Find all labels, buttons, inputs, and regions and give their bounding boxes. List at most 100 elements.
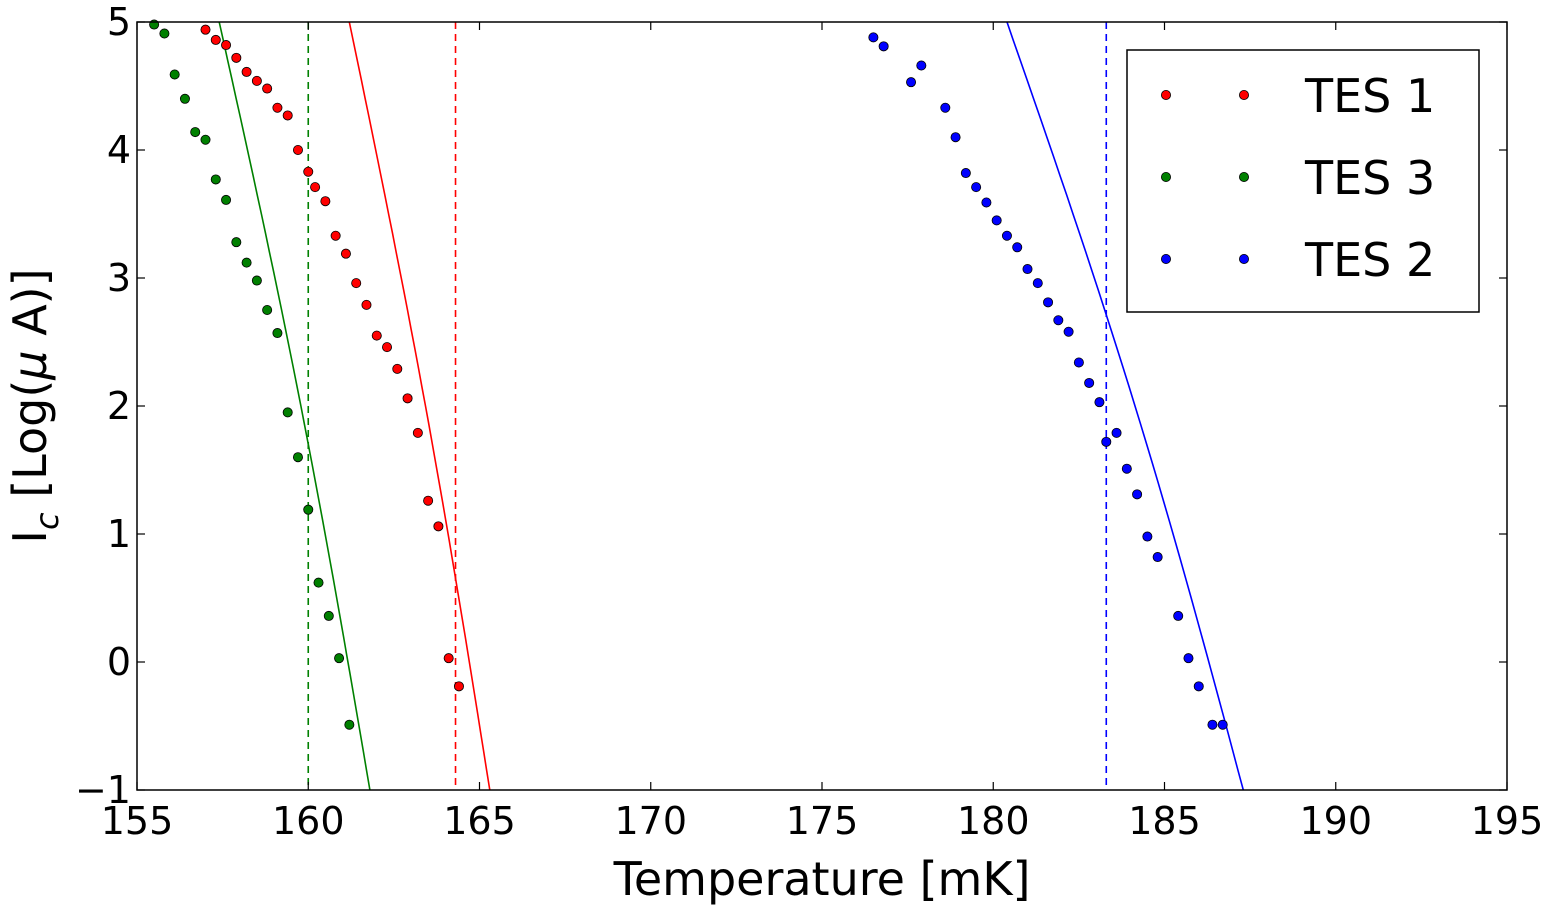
x-tick-label-170: 170 [614, 799, 687, 843]
y-tick-label-4: 4 [107, 128, 131, 172]
point-tes-3-4 [190, 127, 201, 138]
point-tes-2-2 [906, 77, 917, 88]
point-tes-2-9 [991, 215, 1002, 226]
point-tes-1-23 [433, 521, 444, 532]
fit-curve-tes-3 [218, 22, 371, 790]
x-tick-label-190: 190 [1299, 799, 1372, 843]
point-tes-2-25 [1152, 552, 1163, 563]
point-tes-1-22 [423, 495, 434, 506]
fit-curve-tes-1 [348, 22, 491, 790]
point-tes-2-19 [1094, 397, 1105, 408]
point-tes-2-14 [1043, 297, 1054, 308]
point-tes-3-12 [272, 328, 283, 339]
x-tick-label-160: 160 [272, 799, 345, 843]
legend-label-tes-2: TES 2 [1304, 233, 1435, 287]
point-tes-1-20 [402, 393, 413, 404]
x-tick-label-185: 185 [1128, 799, 1201, 843]
point-tes-2-8 [981, 197, 992, 208]
point-tes-1-10 [303, 166, 314, 177]
legend-marker-tes-1-b [1239, 90, 1250, 101]
point-tes-1-19 [392, 363, 403, 374]
point-tes-1-9 [292, 144, 303, 155]
legend-box [1126, 49, 1480, 313]
point-tes-1-7 [272, 102, 283, 113]
x-axis-title: Temperature [mK] [613, 852, 1031, 906]
point-tes-1-15 [351, 278, 362, 289]
point-tes-2-13 [1032, 278, 1043, 289]
point-tes-3-9 [241, 257, 252, 268]
point-tes-2-27 [1183, 653, 1194, 664]
point-tes-1-24 [443, 653, 454, 664]
legend-marker-tes-3-a [1161, 171, 1172, 182]
point-tes-3-6 [210, 174, 221, 185]
y-axis-title-mu: μ [3, 350, 57, 380]
point-tes-2-4 [940, 102, 951, 113]
x-tick-label-175: 175 [786, 799, 859, 843]
point-tes-1-11 [310, 182, 321, 193]
fit-curve-tes-2 [1006, 22, 1245, 790]
threshold-lines [307, 22, 1108, 790]
point-tes-3-7 [221, 194, 232, 205]
point-tes-1-18 [382, 342, 393, 353]
legend-label-tes-3: TES 3 [1304, 151, 1435, 205]
legend-marker-tes-2-a [1161, 253, 1172, 264]
point-tes-3-10 [251, 275, 262, 286]
point-tes-1-4 [241, 66, 252, 77]
point-tes-2-16 [1063, 326, 1074, 337]
point-tes-3-15 [303, 504, 314, 515]
point-tes-3-18 [334, 653, 345, 664]
point-tes-3-16 [313, 577, 324, 588]
data-points [149, 19, 1228, 730]
y-tick-label-0: 0 [107, 640, 131, 684]
point-tes-1-5 [251, 75, 262, 86]
y-axis-title-main: I [3, 530, 57, 544]
point-tes-3-3 [179, 93, 190, 104]
point-tes-3-5 [200, 134, 211, 145]
point-tes-1-13 [330, 230, 341, 241]
legend-label-tes-1: TES 1 [1304, 69, 1435, 123]
y-axis-title-subscript: c [28, 512, 66, 530]
y-tick-label-1: 1 [107, 512, 131, 556]
point-tes-2-20 [1101, 436, 1112, 447]
point-tes-1-14 [340, 248, 351, 259]
y-tick-labels: −1 0 1 2 3 4 5 [75, 0, 131, 812]
point-tes-2-17 [1073, 357, 1084, 368]
point-tes-2-22 [1121, 463, 1132, 474]
legend-marker-tes-2-b [1239, 253, 1250, 264]
point-tes-2-29 [1207, 719, 1218, 730]
point-tes-2-5 [950, 132, 961, 143]
point-tes-2-28 [1193, 681, 1204, 692]
x-tick-label-155: 155 [101, 799, 174, 843]
point-tes-1-12 [320, 196, 331, 207]
point-tes-2-26 [1173, 610, 1184, 621]
point-tes-1-16 [361, 299, 372, 310]
legend: TES 1 TES 3 TES 2 [1126, 49, 1480, 313]
point-tes-2-3 [916, 60, 927, 71]
point-tes-1-2 [221, 40, 232, 51]
legend-marker-tes-1-a [1161, 90, 1172, 101]
point-tes-1-17 [371, 330, 382, 341]
point-tes-2-0 [868, 32, 879, 43]
point-tes-2-10 [1001, 230, 1012, 241]
point-tes-2-24 [1142, 531, 1153, 542]
point-tes-2-11 [1012, 242, 1023, 253]
x-tick-label-165: 165 [443, 799, 516, 843]
axis-ticks [136, 21, 1508, 791]
point-tes-3-13 [282, 407, 293, 418]
point-tes-2-18 [1084, 377, 1095, 388]
point-tes-2-7 [971, 182, 982, 193]
point-tes-2-30 [1217, 719, 1228, 730]
x-tick-label-195: 195 [1471, 799, 1544, 843]
point-tes-1-21 [412, 427, 423, 438]
y-axis-title-unit: A)] [3, 268, 57, 350]
point-tes-1-0 [200, 24, 211, 35]
point-tes-2-21 [1111, 427, 1122, 438]
point-tes-2-15 [1053, 315, 1064, 326]
x-tick-labels: 155 160 165 170 175 180 185 190 195 [101, 799, 1544, 843]
y-axis-title-bracket: [Log( [3, 380, 57, 513]
y-tick-label-5: 5 [107, 0, 131, 44]
point-tes-3-14 [292, 452, 303, 463]
point-tes-2-6 [960, 168, 971, 179]
legend-marker-tes-3-b [1239, 171, 1250, 182]
